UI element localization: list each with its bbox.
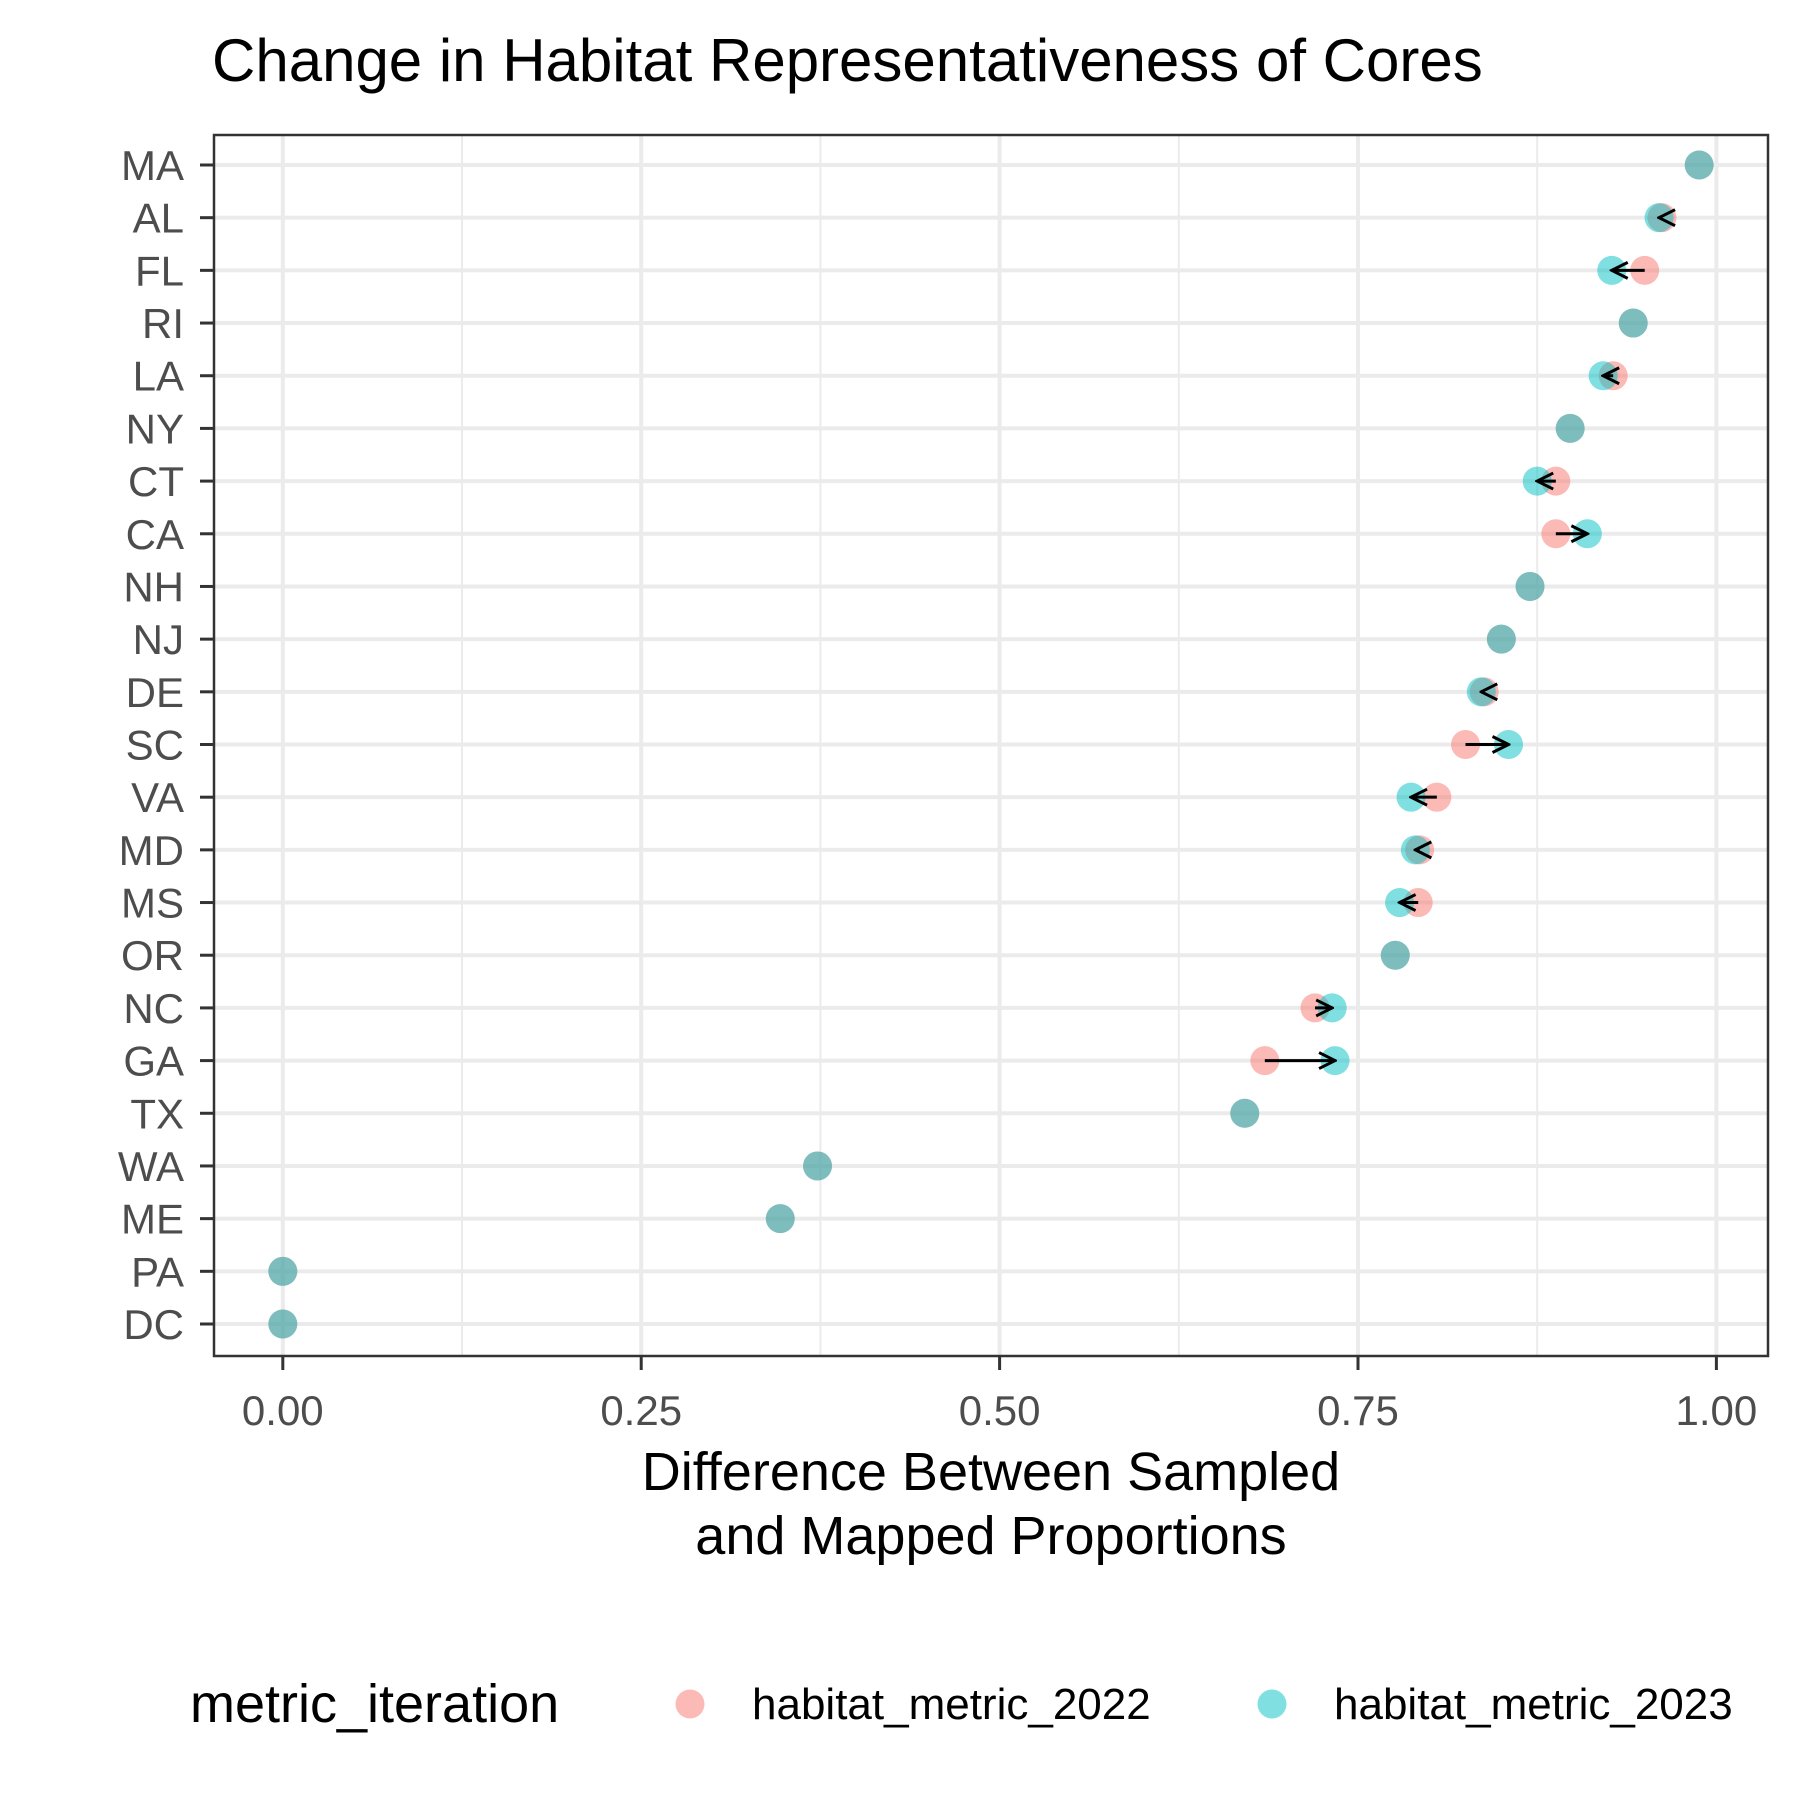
y-tick-label: MA xyxy=(121,142,184,189)
y-tick-label: TX xyxy=(130,1090,184,1137)
point-2023-nh xyxy=(1515,571,1545,601)
point-2023-ma xyxy=(1684,150,1714,180)
x-tick-label: 0.75 xyxy=(1317,1387,1399,1434)
y-tick-label: AL xyxy=(133,195,184,242)
legend-key-1 xyxy=(675,1689,705,1719)
y-tick-label: OR xyxy=(121,932,184,979)
y-tick-label: ME xyxy=(121,1196,184,1243)
y-tick-label: GA xyxy=(123,1038,184,1085)
legend-key-2 xyxy=(1257,1689,1287,1719)
legend-title: metric_iteration xyxy=(190,1674,559,1734)
chart-title: Change in Habitat Representativeness of … xyxy=(212,27,1483,94)
y-tick-label: CT xyxy=(128,458,184,505)
y-tick-label: MD xyxy=(119,827,184,874)
x-tick-label: 1.00 xyxy=(1676,1387,1758,1434)
point-2023-wa xyxy=(803,1151,833,1181)
point-2023-dc xyxy=(268,1309,298,1339)
y-tick-label: NH xyxy=(123,563,184,610)
point-2023-me xyxy=(765,1204,795,1234)
legend-label-1: habitat_metric_2022 xyxy=(752,1680,1151,1729)
y-tick-label: NJ xyxy=(133,616,184,663)
point-2023-ny xyxy=(1555,413,1585,443)
point-2023-or xyxy=(1380,940,1410,970)
point-2023-tx xyxy=(1230,1098,1260,1128)
x-axis-title-line: and Mapped Proportions xyxy=(695,1506,1286,1566)
y-tick-label: PA xyxy=(131,1248,184,1295)
y-tick-label: DC xyxy=(123,1301,184,1348)
y-tick-label: NC xyxy=(123,985,184,1032)
y-tick-label: SC xyxy=(126,722,184,769)
y-tick-label: WA xyxy=(118,1143,184,1190)
point-2023-pa xyxy=(268,1256,298,1286)
y-tick-label: NY xyxy=(126,405,184,452)
x-tick-label: 0.50 xyxy=(959,1387,1041,1434)
point-2023-ri xyxy=(1618,308,1648,338)
y-tick-label: MS xyxy=(121,880,184,927)
x-tick-label: 0.00 xyxy=(242,1387,324,1434)
x-tick-label: 0.25 xyxy=(600,1387,682,1434)
y-tick-label: RI xyxy=(142,300,184,347)
point-2023-nj xyxy=(1486,624,1516,654)
y-tick-label: CA xyxy=(126,511,184,558)
legend: metric_iteration habitat_metric_2022 habit… xyxy=(190,1674,1733,1734)
x-axis-title-line: Difference Between Sampled xyxy=(642,1442,1340,1502)
y-tick-label: DE xyxy=(126,669,184,716)
y-tick-label: LA xyxy=(133,353,184,400)
legend-label-2: habitat_metric_2023 xyxy=(1334,1680,1733,1729)
y-tick-label: VA xyxy=(131,774,184,821)
plot-area: MA AL FL RI LA NY CT CA NH NJ DE SC VA MD MS OR NC GA TX WA… xyxy=(118,133,1770,1566)
y-tick-label: FL xyxy=(135,247,184,294)
